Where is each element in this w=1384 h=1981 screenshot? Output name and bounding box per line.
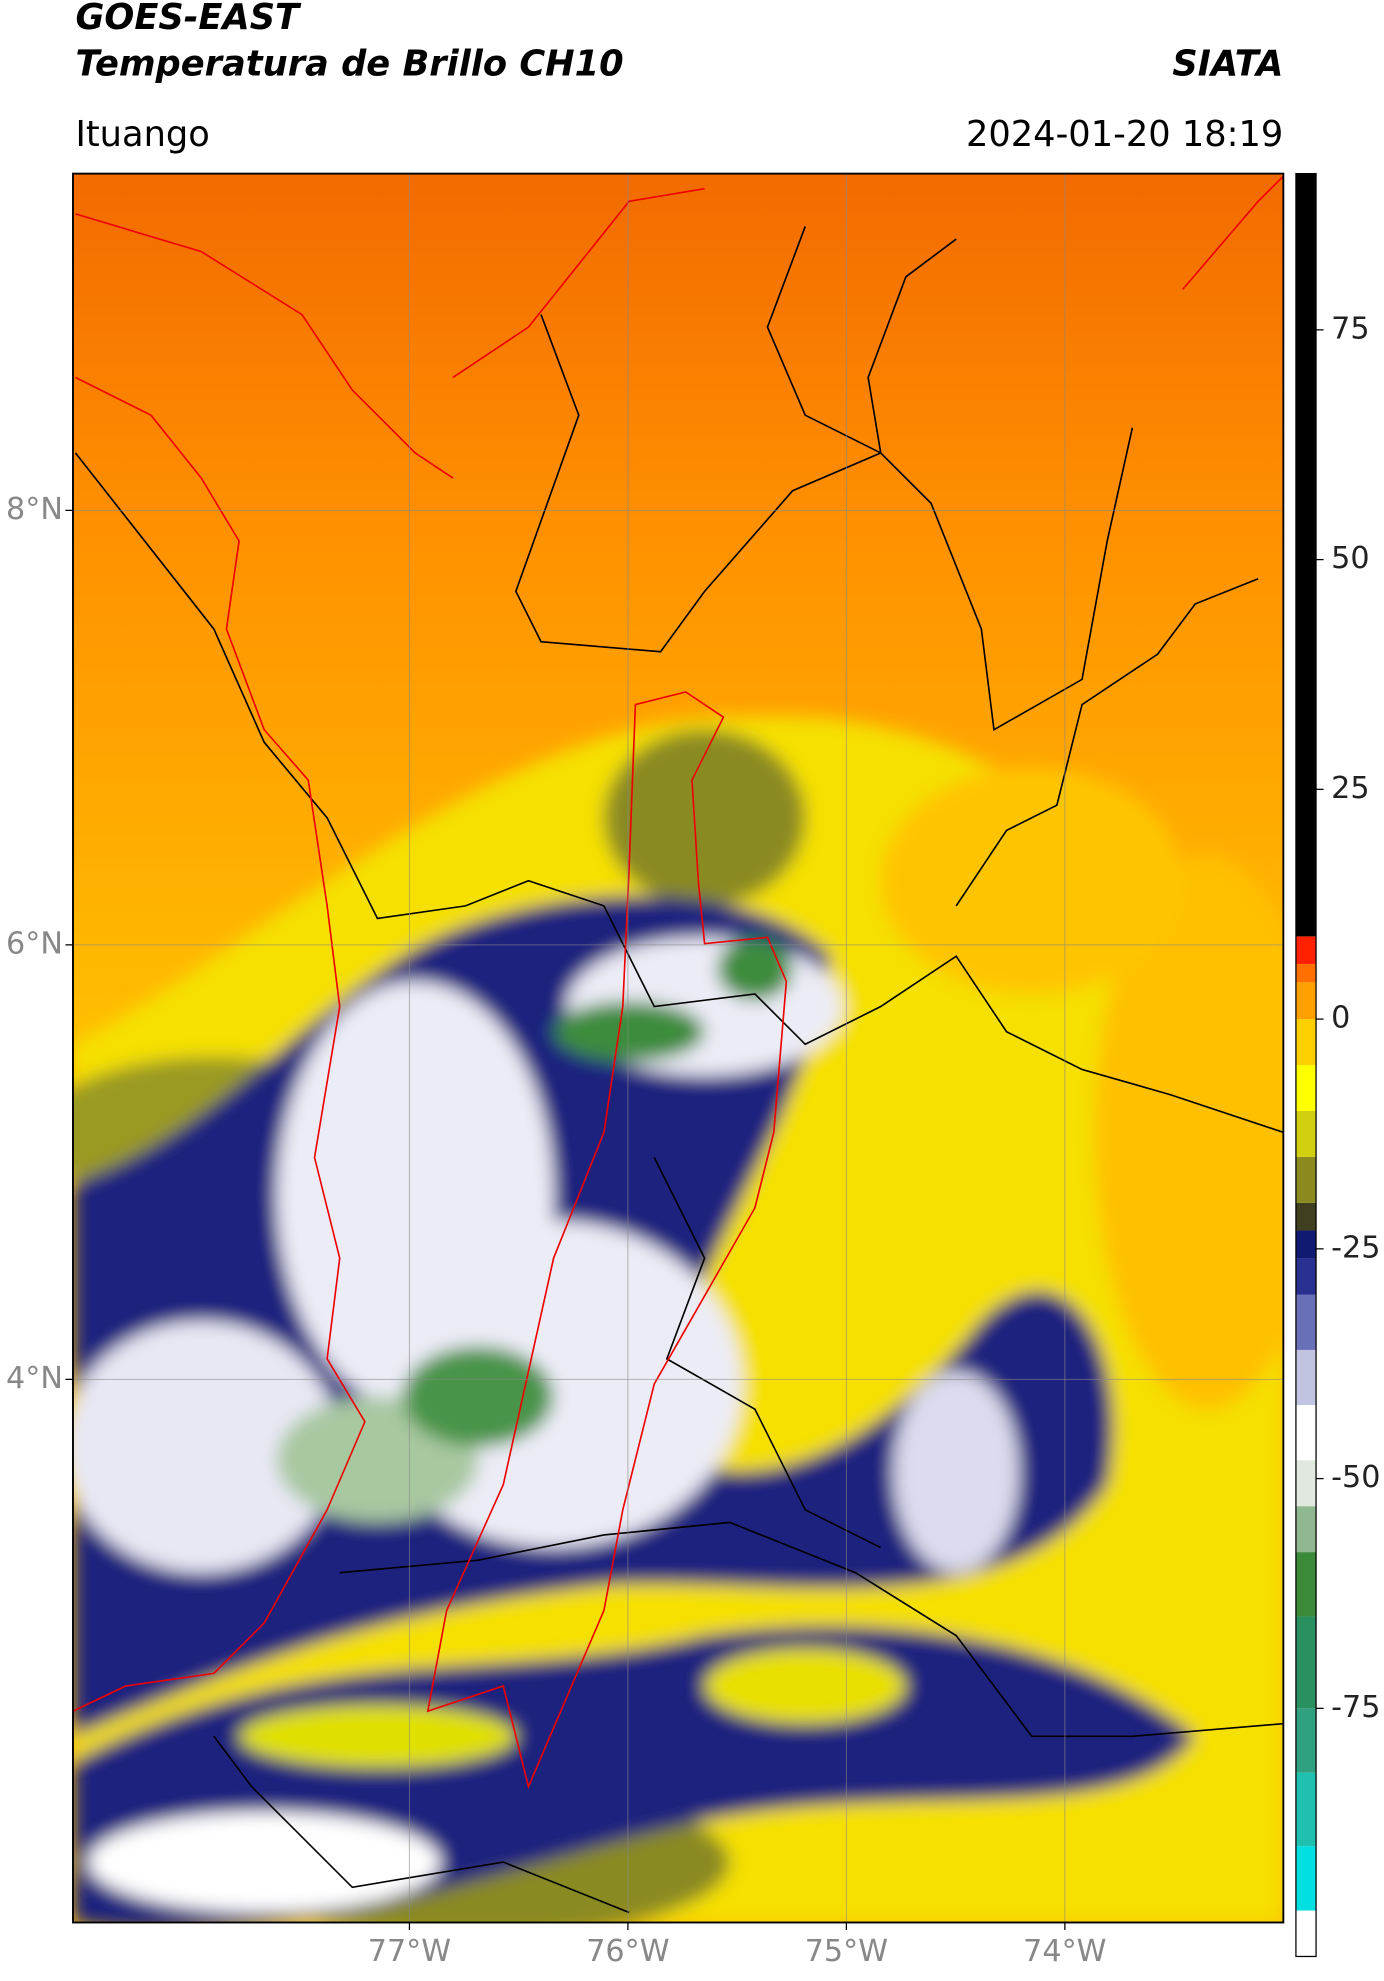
colorbar-segment bbox=[1295, 1506, 1317, 1553]
colorbar-segment bbox=[1295, 1258, 1317, 1295]
y-tick-label: 4°N bbox=[6, 1361, 63, 1396]
colorbar-frame bbox=[1295, 172, 1317, 1958]
colorbar-tick-label: 50 bbox=[1331, 541, 1369, 576]
location: Ituango bbox=[75, 114, 209, 155]
colorbar-segment bbox=[1295, 1460, 1317, 1507]
colorbar-tick-label: -50 bbox=[1331, 1460, 1380, 1495]
x-tick-label: 76°W bbox=[586, 1934, 669, 1969]
brand: SIATA bbox=[1172, 43, 1283, 84]
x-tick-label: 74°W bbox=[1023, 1934, 1106, 1969]
colorbar-segment bbox=[1295, 1065, 1317, 1111]
colorbar-tick-label: 0 bbox=[1331, 1001, 1350, 1036]
map-image bbox=[72, 173, 1284, 1923]
colorbar-segment bbox=[1295, 963, 1317, 983]
subtitle: Temperatura de Brillo CH10 bbox=[75, 43, 623, 84]
x-tick-label: 75°W bbox=[805, 1934, 888, 1969]
y-tick-label: 6°N bbox=[6, 926, 63, 961]
title: GOES-EAST bbox=[75, 0, 302, 38]
colorbar-segment bbox=[1295, 1552, 1317, 1617]
colorbar-segment bbox=[1295, 1349, 1317, 1406]
colorbar-segment bbox=[1295, 1202, 1317, 1231]
colorbar-segment bbox=[1295, 173, 1317, 937]
map-frame bbox=[72, 172, 1285, 1924]
colorbar-tick-label: 25 bbox=[1331, 771, 1369, 806]
colorbar-segment bbox=[1295, 1846, 1317, 1911]
grid: 77°W 76°W 75°W 74°W 8°N 6°N 4°N bbox=[6, 173, 1284, 1969]
colorbar: 75 50 25 0 -25 -50 -75 bbox=[1295, 173, 1380, 1957]
colorbar-tick-label: 75 bbox=[1331, 311, 1369, 346]
colorbar-segment bbox=[1295, 1294, 1317, 1350]
colorbar-segment bbox=[1295, 1230, 1317, 1259]
colorbar-segment bbox=[1295, 1156, 1317, 1203]
x-tick-label: 77°W bbox=[368, 1934, 451, 1969]
colorbar-tick-label: -25 bbox=[1331, 1230, 1380, 1265]
colorbar-segment bbox=[1295, 1405, 1317, 1461]
colorbar-segment bbox=[1295, 1019, 1317, 1066]
colorbar-segment bbox=[1295, 982, 1317, 1020]
colorbar-segment bbox=[1295, 1616, 1317, 1709]
colorbar-segment bbox=[1295, 936, 1317, 964]
colorbar-segment bbox=[1295, 1110, 1317, 1157]
colorbar-tick-label: -75 bbox=[1331, 1690, 1380, 1725]
colorbar-segment bbox=[1295, 1708, 1317, 1773]
colorbar-segment bbox=[1295, 1910, 1317, 1957]
datetime: 2024-01-20 18:19 bbox=[966, 114, 1283, 155]
colorbar-segment bbox=[1295, 1772, 1317, 1847]
y-tick-label: 8°N bbox=[6, 492, 63, 527]
